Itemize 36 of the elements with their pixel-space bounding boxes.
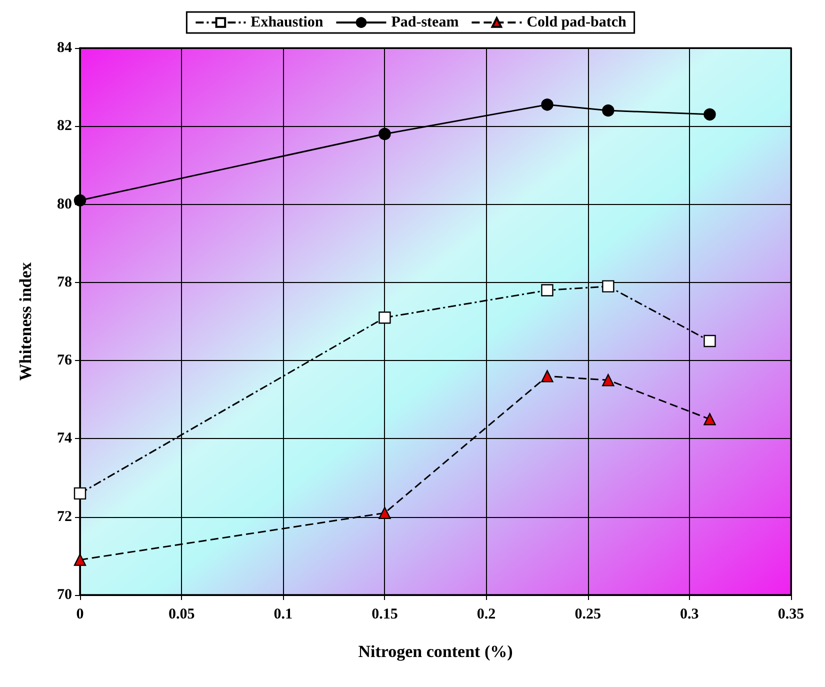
y-tick-label: 76 bbox=[57, 352, 72, 369]
y-tick-label: 80 bbox=[57, 196, 72, 212]
point bbox=[541, 284, 554, 296]
y-tick-label: 74 bbox=[57, 430, 72, 447]
legend-label: Pad-steam bbox=[391, 14, 460, 30]
x-tick-label: 0.25 bbox=[574, 606, 601, 622]
y-axis-title: Whiteness index bbox=[16, 262, 35, 381]
x-tick-label: 0.35 bbox=[778, 606, 804, 622]
point bbox=[602, 280, 614, 292]
legend-label: Cold pad-batch bbox=[526, 14, 627, 30]
point bbox=[378, 311, 391, 324]
point bbox=[74, 194, 86, 206]
x-tick-label: 0 bbox=[76, 606, 84, 622]
point bbox=[602, 374, 614, 386]
point bbox=[541, 98, 554, 111]
x-tick-label: 0.05 bbox=[168, 606, 195, 622]
y-tick-label: 72 bbox=[57, 508, 72, 525]
point bbox=[378, 506, 391, 520]
x-tick-label: 0.2 bbox=[476, 606, 496, 622]
point bbox=[74, 487, 86, 500]
point bbox=[74, 554, 86, 566]
y-tick-label: 82 bbox=[57, 118, 72, 134]
y-tick-label: 84 bbox=[57, 40, 72, 56]
point bbox=[704, 413, 716, 426]
point bbox=[378, 128, 391, 140]
x-axis-title: Nitrogen content (%) bbox=[358, 642, 513, 661]
y-tick-label: 70 bbox=[57, 587, 72, 603]
point bbox=[602, 104, 614, 117]
point bbox=[541, 370, 554, 382]
x-tick-label: 0.3 bbox=[680, 606, 699, 622]
x-tick-label: 0.15 bbox=[372, 606, 398, 622]
y-tick-label: 78 bbox=[57, 274, 72, 290]
point bbox=[704, 108, 716, 121]
x-tick-label: 0.1 bbox=[274, 606, 293, 622]
point bbox=[704, 334, 716, 348]
legend-label: Exhaustion bbox=[250, 14, 324, 30]
